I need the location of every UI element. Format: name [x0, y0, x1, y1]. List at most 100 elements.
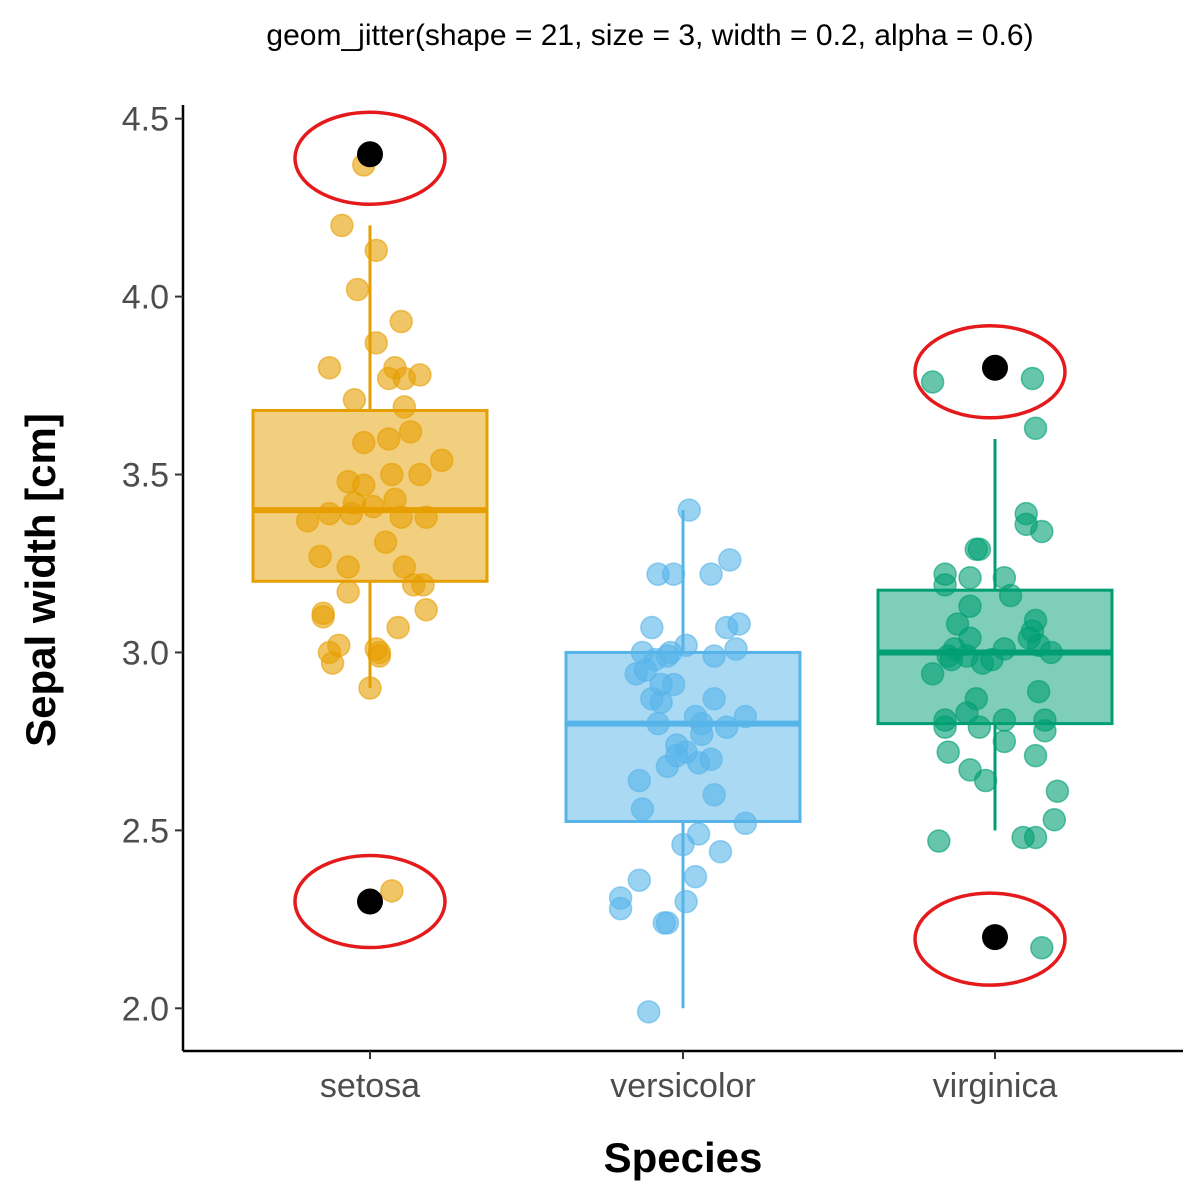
data-point — [392, 395, 417, 419]
outlier-point — [357, 888, 383, 915]
outlier-highlight — [913, 891, 1067, 987]
y-tick-label: 2.0 — [122, 990, 169, 1028]
data-point — [358, 676, 382, 700]
group-setosa — [251, 110, 489, 950]
data-point — [414, 505, 438, 529]
outlier-point — [982, 924, 1008, 951]
data-point — [702, 644, 726, 668]
data-point — [671, 832, 695, 857]
data-point — [661, 562, 686, 586]
axes: 2.0 2.5 3.0 3.5 4.0 4.5 setosa versicolor virgin… — [122, 101, 1183, 1105]
data-point — [411, 573, 435, 597]
data-point — [958, 594, 982, 618]
data-point — [389, 505, 413, 529]
y-tick-label: 3.5 — [122, 457, 169, 495]
data-point — [702, 783, 726, 807]
data-point — [430, 448, 454, 473]
outlier-point — [357, 141, 383, 168]
outlier-point — [982, 354, 1008, 381]
data-point — [714, 715, 739, 739]
data-point — [649, 690, 673, 715]
data-point — [414, 597, 438, 622]
data-point — [727, 612, 751, 636]
y-tick-label: 2.5 — [122, 812, 169, 850]
data-point — [1030, 936, 1054, 960]
x-tick-label: versicolor — [610, 1067, 755, 1105]
data-point — [967, 715, 992, 739]
data-point — [970, 651, 995, 675]
outlier-highlight — [293, 853, 447, 950]
x-axis-label: Species — [604, 1134, 763, 1181]
data-point — [992, 708, 1017, 732]
data-point — [630, 797, 655, 821]
data-point — [661, 672, 686, 697]
group-versicolor — [564, 498, 802, 1024]
data-point — [939, 647, 964, 672]
data-point — [352, 430, 376, 455]
data-point — [608, 896, 633, 921]
data-point — [1023, 743, 1048, 768]
data-point — [380, 879, 404, 903]
data-point — [992, 729, 1017, 754]
data-point — [699, 562, 723, 586]
data-point — [683, 864, 708, 889]
data-point — [724, 637, 748, 661]
data-point — [1045, 779, 1070, 803]
data-point — [973, 768, 998, 793]
data-point — [646, 711, 670, 736]
data-point — [655, 754, 680, 779]
data-point — [1026, 679, 1051, 704]
data-point — [339, 501, 364, 526]
data-point — [718, 548, 742, 572]
data-point — [383, 356, 407, 380]
data-point — [1020, 366, 1045, 391]
data-point — [699, 747, 723, 771]
data-point — [336, 580, 360, 604]
data-point — [936, 740, 960, 764]
data-point — [320, 651, 345, 675]
data-point — [652, 911, 677, 935]
data-point — [295, 509, 320, 533]
data-point — [627, 868, 652, 892]
data-point — [958, 565, 982, 590]
data-point — [677, 498, 701, 522]
data-point — [998, 583, 1023, 608]
data-point — [1033, 718, 1057, 743]
outlier-highlight — [293, 110, 447, 207]
data-point — [336, 555, 360, 579]
data-point — [733, 811, 758, 836]
data-point — [317, 356, 342, 380]
data-point — [380, 462, 404, 487]
data-point — [389, 309, 413, 334]
data-point — [674, 889, 698, 914]
data-point — [633, 658, 658, 682]
data-point — [345, 277, 370, 302]
plot-area — [251, 110, 1114, 1024]
data-point — [933, 573, 957, 597]
data-point — [386, 615, 410, 640]
data-point — [317, 501, 342, 526]
y-tick-label: 4.5 — [122, 101, 169, 139]
data-point — [342, 388, 367, 412]
x-tick-label: setosa — [320, 1067, 420, 1105]
data-point — [920, 370, 945, 394]
data-point — [640, 615, 664, 640]
data-point — [933, 715, 957, 739]
data-point — [708, 839, 733, 864]
data-point — [967, 537, 992, 562]
data-point — [1023, 416, 1048, 441]
data-point — [1042, 807, 1067, 832]
data-point — [927, 829, 951, 853]
data-point — [920, 662, 945, 686]
x-tick-label: virginica — [933, 1067, 1058, 1105]
data-point — [658, 640, 683, 665]
data-point — [311, 601, 335, 626]
data-point — [373, 530, 398, 554]
data-point — [408, 462, 432, 487]
chart-title: geom_jitter(shape = 21, size = 3, width … — [266, 19, 1033, 52]
data-point — [733, 704, 758, 729]
data-point — [367, 640, 392, 665]
data-point — [330, 213, 354, 238]
y-axis-label: Sepal width [cm] — [17, 413, 64, 747]
data-point — [398, 420, 423, 444]
